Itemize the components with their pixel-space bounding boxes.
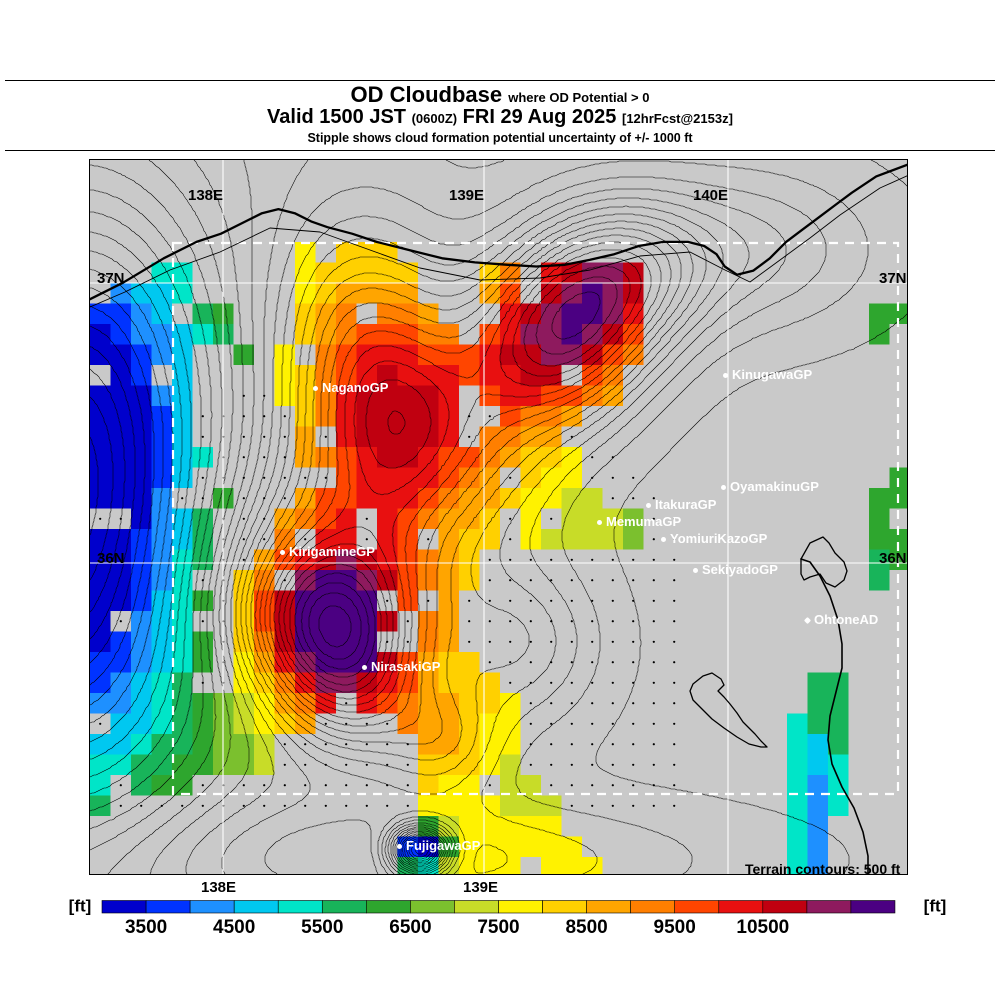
svg-text:[ft]: [ft] bbox=[924, 898, 947, 916]
svg-text:9500: 9500 bbox=[654, 917, 696, 938]
svg-text:8500: 8500 bbox=[565, 917, 607, 938]
svg-text:5500: 5500 bbox=[301, 917, 343, 938]
svg-text:7500: 7500 bbox=[477, 917, 519, 938]
svg-text:4500: 4500 bbox=[213, 917, 255, 938]
svg-text:10500: 10500 bbox=[736, 917, 789, 938]
svg-text:[ft]: [ft] bbox=[69, 898, 92, 916]
svg-text:3500: 3500 bbox=[125, 917, 167, 938]
svg-text:6500: 6500 bbox=[389, 917, 431, 938]
